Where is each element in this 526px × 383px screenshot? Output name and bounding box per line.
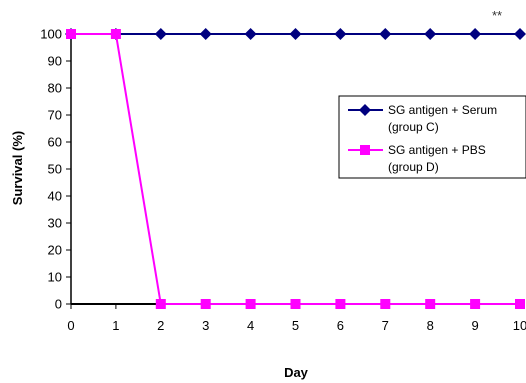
x-tick-label: 3 [202, 318, 209, 333]
data-point-serum [154, 28, 167, 40]
y-tick-label: 60 [48, 135, 62, 150]
data-point-serum [514, 28, 526, 40]
y-tick-label: 90 [48, 54, 62, 69]
y-axis-title: Survival (%) [10, 131, 25, 205]
data-point-pbs [155, 299, 166, 309]
data-point-pbs [470, 299, 481, 309]
y-tick-label: 0 [55, 297, 62, 312]
data-point-pbs [335, 299, 346, 309]
data-point-serum [469, 28, 482, 40]
data-point-pbs [380, 299, 391, 309]
axes: 0 10 20 30 40 50 60 70 80 90 100 0 1 2 3 4 5 6 7 8 9 10 [40, 27, 526, 334]
y-tick-label: 30 [48, 216, 62, 231]
data-point-pbs [66, 29, 76, 39]
x-tick-label: 8 [427, 318, 434, 333]
x-tick-label: 6 [337, 318, 344, 333]
x-tick-label: 4 [247, 318, 254, 333]
x-tick-label: 9 [471, 318, 478, 333]
annotation-significance: ** [492, 8, 502, 23]
y-tick-label: 40 [48, 189, 62, 204]
data-point-serum [289, 28, 302, 40]
legend-marker-pbs [360, 145, 370, 155]
data-point-pbs [290, 299, 301, 309]
data-point-serum [334, 28, 347, 40]
data-point-pbs [200, 299, 211, 309]
data-point-pbs [425, 299, 436, 309]
series-layer [65, 28, 526, 309]
legend: SG antigen + Serum (group C) SG antigen … [338, 95, 526, 179]
y-tick-label: 10 [48, 270, 62, 285]
y-tick-label: 70 [48, 108, 62, 123]
x-tick-label: 0 [67, 318, 74, 333]
data-point-pbs [515, 299, 525, 309]
y-tick-label: 20 [48, 243, 62, 258]
x-axis-title: Day [284, 365, 309, 380]
x-tick-label: 10 [513, 318, 526, 333]
legend-label-pbs: SG antigen + PBS [388, 143, 486, 157]
data-point-serum [424, 28, 437, 40]
legend-label-pbs-group: (group D) [388, 160, 439, 174]
data-point-pbs [245, 299, 256, 309]
legend-label-serum-group: (group C) [388, 120, 439, 134]
y-tick-label: 80 [48, 81, 62, 96]
y-tick-label: 50 [48, 162, 62, 177]
data-point-serum [199, 28, 212, 40]
x-tick-label: 5 [292, 318, 299, 333]
x-tick-label: 1 [112, 318, 119, 333]
data-point-serum [244, 28, 257, 40]
data-point-serum [379, 28, 392, 40]
y-tick-label: 100 [40, 27, 62, 42]
x-tick-label: 2 [157, 318, 164, 333]
legend-label-serum: SG antigen + Serum [388, 103, 497, 117]
data-point-pbs [110, 29, 121, 39]
x-tick-label: 7 [382, 318, 389, 333]
legend-marker-serum [359, 104, 371, 116]
